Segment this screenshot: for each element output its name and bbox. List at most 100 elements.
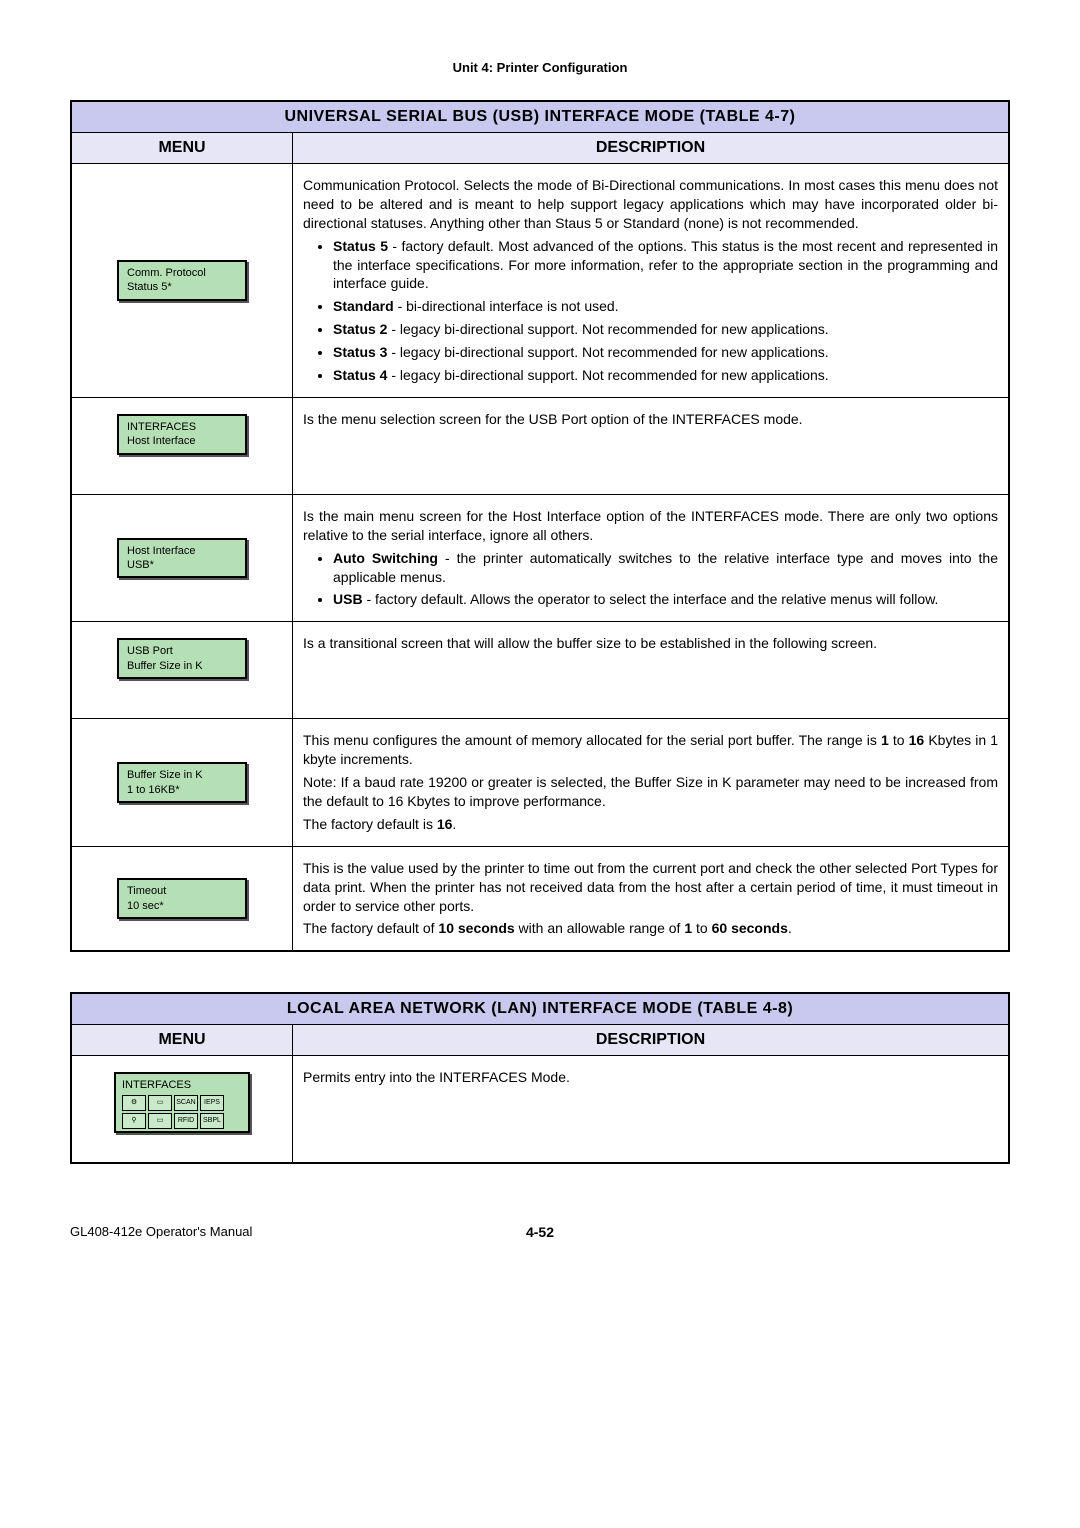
icon-grid: ⚙ ▭ SCAN IEPS ⚲ ▭ RFID SBPL [122,1095,242,1129]
bullet-item: Status 5 - factory default. Most advance… [333,237,998,294]
mini-icon: ⚙ [122,1095,146,1111]
screen-line: INTERFACES [127,420,237,434]
screen-line: Host Interface [127,544,237,558]
screen-line: INTERFACES [122,1078,242,1092]
desc-text: The factory default of 10 seconds with a… [303,919,998,938]
desc-cell: Is a transitional screen that will allow… [293,622,1010,719]
bullet-label: Status 2 [333,321,387,337]
text-bold: 10 seconds [438,920,514,936]
page-footer: GL408-412e Operator's Manual 4-52 [70,1224,1010,1239]
mini-icon: SCAN [174,1095,198,1111]
text-span: to [692,920,711,936]
bullet-list: Auto Switching - the printer automatical… [333,549,998,610]
bullet-text: - legacy bi-directional support. Not rec… [387,321,828,337]
menu-cell: Buffer Size in K 1 to 16KB* [71,719,293,846]
desc-text: This menu configures the amount of memor… [303,731,998,769]
bullet-item: USB - factory default. Allows the operat… [333,590,998,609]
bullet-label: USB [333,591,363,607]
col-menu: MENU [71,133,293,164]
screen-line: USB Port [127,644,237,658]
desc-cell: This menu configures the amount of memor… [293,719,1010,846]
text-bold: 1 [684,920,692,936]
desc-text: Is a transitional screen that will allow… [303,634,998,653]
bullet-label: Status 4 [333,367,387,383]
bullet-label: Status 3 [333,344,387,360]
screen-line: Status 5* [127,280,237,294]
desc-text: Permits entry into the INTERFACES Mode. [303,1068,998,1087]
table2-title: LOCAL AREA NETWORK (LAN) INTERFACE MODE … [71,993,1009,1025]
mini-icon: IEPS [200,1095,224,1111]
text-span: with an allowable range of [515,920,685,936]
screen-interfaces-icons: INTERFACES ⚙ ▭ SCAN IEPS ⚲ ▭ RFID SBPL [114,1072,250,1132]
text-bold: 16 [437,816,453,832]
desc-cell: This is the value used by the printer to… [293,846,1010,951]
unit-header: Unit 4: Printer Configuration [70,60,1010,75]
screen-line: Timeout [127,884,237,898]
text-span: The factory default is [303,816,437,832]
text-span: This menu configures the amount of memor… [303,732,881,748]
menu-cell: Timeout 10 sec* [71,846,293,951]
menu-cell: Comm. Protocol Status 5* [71,164,293,398]
screen-line: Comm. Protocol [127,266,237,280]
text-bold: 60 seconds [712,920,788,936]
text-bold: 16 [909,732,925,748]
mini-icon: ▭ [148,1095,172,1111]
bullet-text: - bi-directional interface is not used. [394,298,619,314]
col-menu: MENU [71,1025,293,1056]
bullet-label: Status 5 [333,238,388,254]
desc-cell: Is the main menu screen for the Host Int… [293,494,1010,621]
screen-line: Host Interface [127,434,237,448]
screen-line: USB* [127,558,237,572]
text-span: The factory default of [303,920,438,936]
mini-icon: ⚲ [122,1113,146,1129]
desc-text: Is the main menu screen for the Host Int… [303,507,998,545]
bullet-item: Standard - bi-directional interface is n… [333,297,998,316]
screen-usb-port: USB Port Buffer Size in K [117,638,247,679]
lan-table: LOCAL AREA NETWORK (LAN) INTERFACE MODE … [70,992,1010,1164]
desc-text: The factory default is 16. [303,815,998,834]
bullet-text: - legacy bi-directional support. Not rec… [387,344,828,360]
usb-table: UNIVERSAL SERIAL BUS (USB) INTERFACE MOD… [70,100,1010,952]
screen-timeout: Timeout 10 sec* [117,878,247,919]
desc-text: Communication Protocol. Selects the mode… [303,176,998,233]
desc-text: This is the value used by the printer to… [303,859,998,916]
bullet-label: Auto Switching [333,550,438,566]
menu-cell: Host Interface USB* [71,494,293,621]
desc-cell: Permits entry into the INTERFACES Mode. [293,1056,1010,1164]
desc-cell: Communication Protocol. Selects the mode… [293,164,1010,398]
screen-buffer-size: Buffer Size in K 1 to 16KB* [117,762,247,803]
menu-cell: INTERFACES Host Interface [71,397,293,494]
menu-cell: INTERFACES ⚙ ▭ SCAN IEPS ⚲ ▭ RFID SBPL [71,1056,293,1164]
bullet-text: - factory default. Most advanced of the … [333,238,998,292]
screen-interfaces: INTERFACES Host Interface [117,414,247,455]
bullet-item: Auto Switching - the printer automatical… [333,549,998,587]
bullet-label: Standard [333,298,394,314]
footer-page: 4-52 [526,1224,554,1240]
bullet-item: Status 4 - legacy bi-directional support… [333,366,998,385]
screen-comm-protocol: Comm. Protocol Status 5* [117,260,247,301]
text-span: . [452,816,456,832]
mini-icon: RFID [174,1113,198,1129]
text-bold: 1 [881,732,889,748]
desc-text: Note: If a baud rate 19200 or greater is… [303,773,998,811]
text-span: to [889,732,909,748]
text-span: . [788,920,792,936]
footer-left: GL408-412e Operator's Manual [70,1224,252,1239]
screen-line: Buffer Size in K [127,659,237,673]
menu-cell: USB Port Buffer Size in K [71,622,293,719]
bullet-text: - legacy bi-directional support. Not rec… [387,367,828,383]
mini-icon: SBPL [200,1113,224,1129]
bullet-item: Status 3 - legacy bi-directional support… [333,343,998,362]
screen-line: Buffer Size in K [127,768,237,782]
screen-host-interface: Host Interface USB* [117,538,247,579]
desc-cell: Is the menu selection screen for the USB… [293,397,1010,494]
screen-line: 1 to 16KB* [127,783,237,797]
screen-line: 10 sec* [127,899,237,913]
bullet-text: - factory default. Allows the operator t… [363,591,939,607]
mini-icon: ▭ [148,1113,172,1129]
bullet-item: Status 2 - legacy bi-directional support… [333,320,998,339]
col-desc: DESCRIPTION [293,133,1010,164]
col-desc: DESCRIPTION [293,1025,1010,1056]
bullet-list: Status 5 - factory default. Most advance… [333,237,998,385]
table1-title: UNIVERSAL SERIAL BUS (USB) INTERFACE MOD… [71,101,1009,133]
